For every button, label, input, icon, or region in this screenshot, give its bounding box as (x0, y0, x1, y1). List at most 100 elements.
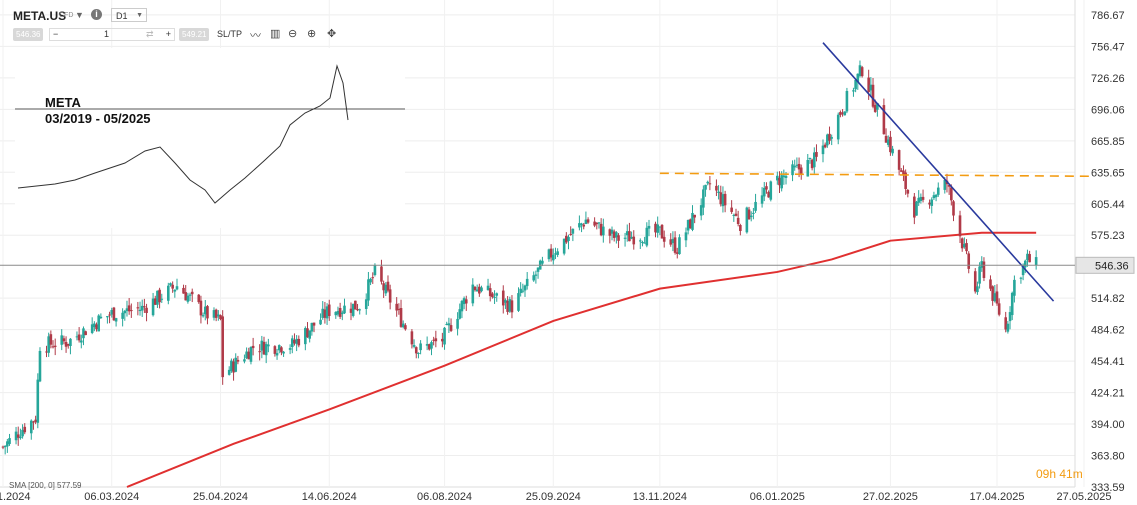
info-icon[interactable]: i (91, 9, 102, 20)
candle-up (754, 201, 757, 211)
candle-up (691, 212, 694, 230)
candle-up (578, 223, 581, 228)
candle-down (501, 290, 505, 306)
candle-down (293, 339, 296, 344)
candle-up (623, 237, 627, 239)
zoom-out-icon[interactable]: ⊖ (288, 28, 298, 40)
candle-up (580, 223, 583, 225)
candle-up (1021, 264, 1025, 276)
line-chart-icon[interactable]: 〰 (250, 30, 261, 42)
candle-down (669, 239, 673, 245)
candle-down (689, 219, 692, 229)
candle-down (599, 223, 603, 236)
candle-down (371, 277, 375, 279)
y-axis: 786.67 756.47 726.26 696.06 665.85 635.65 605.… (1091, 10, 1125, 494)
candle-down (84, 331, 87, 336)
current-price-tag (1075, 256, 1135, 274)
candle-up (138, 309, 142, 312)
candle-up (638, 240, 642, 242)
candle-up (551, 254, 555, 261)
candle-up (826, 134, 829, 146)
candle-down (349, 308, 353, 313)
symbol-dropdown-icon[interactable]: ▼ (75, 10, 84, 20)
candle-up (917, 197, 920, 203)
candle-up (99, 316, 103, 319)
candle-up (336, 310, 340, 315)
candle-down (815, 152, 818, 157)
buy-price-button[interactable]: 549.21 (179, 28, 210, 41)
timeframe-select[interactable]: D1 ▼ (111, 8, 147, 22)
candle-down (797, 163, 801, 170)
candle-up (121, 312, 124, 319)
candle-up (625, 231, 629, 236)
candle-down (262, 341, 266, 355)
candles-icon[interactable]: ▥ (270, 28, 281, 40)
y-tick-label: 394.00 (1091, 419, 1125, 431)
candle-up (752, 212, 755, 214)
candle-up (1023, 260, 1027, 268)
candle-up (504, 299, 507, 303)
inset-chart (15, 64, 405, 204)
candle-down (382, 283, 385, 291)
candle-up (267, 344, 270, 347)
candle-down (386, 281, 390, 291)
candle-up (647, 225, 651, 229)
inset-long-term-chart (15, 48, 405, 228)
candle-down (95, 324, 98, 330)
sell-price-button[interactable]: 546.36 (13, 28, 44, 41)
candle-down (960, 238, 964, 249)
candle-up (458, 309, 462, 319)
zoom-in-icon[interactable]: ⊕ (307, 28, 317, 40)
candle-up (784, 175, 788, 178)
candle-up (275, 353, 279, 356)
candle-up (38, 350, 42, 382)
candle-down (232, 361, 235, 373)
candle-up (762, 187, 766, 197)
candle-down (51, 346, 55, 348)
candle-down (153, 298, 157, 305)
quantity-value[interactable]: 1 (104, 29, 110, 39)
sma-indicator-label[interactable]: SMA [200, 0] 577.59 (9, 481, 82, 490)
candle-up (1008, 312, 1012, 322)
x-tick-label: 27.05.2025 (1056, 491, 1111, 503)
candle-up (6, 441, 9, 447)
candle-down (730, 207, 733, 212)
decrease-quantity-button[interactable]: − (53, 29, 59, 39)
quantity-stepper[interactable]: − 1 ⇄ + (49, 28, 175, 41)
candle-up (721, 194, 725, 207)
candle-down (593, 221, 596, 226)
candle-up (295, 338, 298, 344)
candle-up (978, 266, 981, 284)
candle-down (973, 271, 977, 292)
candle-down (662, 236, 666, 242)
candle-down (565, 235, 568, 243)
symbol-label[interactable]: META.US (13, 9, 67, 23)
candle-down (899, 170, 903, 172)
crosshair-icon[interactable]: ✥ (327, 28, 337, 40)
candle-down (904, 172, 907, 190)
candle-down (902, 170, 905, 176)
candle-up (869, 84, 873, 91)
candle-down (184, 292, 188, 301)
x-tick-label: 14.06.2024 (302, 491, 357, 503)
candle-down (77, 334, 81, 341)
candle-down (49, 334, 53, 345)
reset-icon[interactable]: ⇄ (146, 29, 154, 39)
candle-up (188, 294, 192, 296)
increase-quantity-button[interactable]: + (165, 29, 171, 39)
candle-down (323, 309, 327, 318)
candle-up (110, 309, 114, 315)
candle-up (936, 187, 940, 195)
candle-up (641, 241, 644, 243)
y-tick-label: 333.59 (1091, 482, 1125, 494)
candle-down (34, 419, 37, 423)
candle-down (491, 293, 494, 298)
candle-up (217, 314, 220, 317)
candle-up (597, 222, 601, 224)
candle-down (449, 325, 453, 331)
x-tick-label: 13.11.2024 (633, 491, 687, 503)
candle-up (643, 242, 646, 244)
candle-down (354, 300, 357, 310)
candle-down (965, 243, 968, 252)
sltp-button[interactable]: SL/TP (217, 29, 243, 39)
